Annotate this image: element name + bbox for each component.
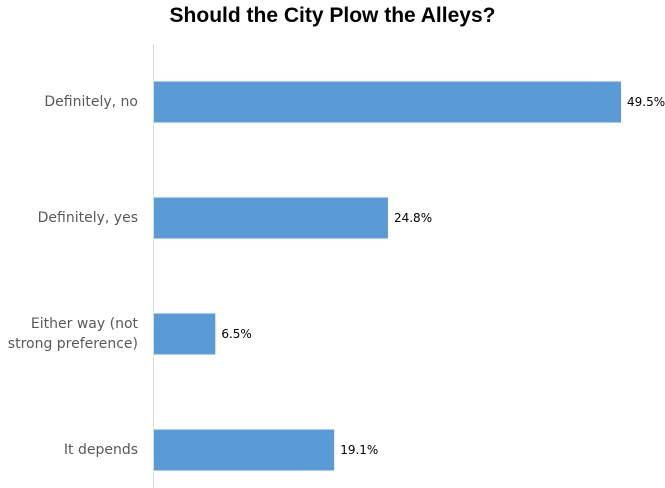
category-label: Either way (not strong preference) bbox=[8, 316, 139, 352]
data-label: 24.8% bbox=[394, 211, 432, 225]
bar bbox=[154, 197, 388, 239]
category-label: Definitely, yes bbox=[38, 210, 138, 226]
data-label: 19.1% bbox=[340, 443, 378, 457]
category-label-line: strong preference) bbox=[8, 336, 138, 352]
category-label-line: Definitely, no bbox=[44, 94, 138, 110]
bar bbox=[154, 313, 216, 355]
data-label: 49.5% bbox=[627, 95, 665, 109]
category-label-line: It depends bbox=[64, 442, 138, 458]
data-label: 6.5% bbox=[221, 327, 252, 341]
bar bbox=[154, 429, 335, 471]
category-label-line: Definitely, yes bbox=[38, 210, 138, 226]
chart-title: Should the City Plow the Alleys? bbox=[169, 4, 496, 27]
category-label: Definitely, no bbox=[44, 94, 138, 110]
bar bbox=[154, 81, 621, 123]
category-label: It depends bbox=[64, 442, 138, 458]
category-label-line: Either way (not bbox=[31, 316, 139, 332]
